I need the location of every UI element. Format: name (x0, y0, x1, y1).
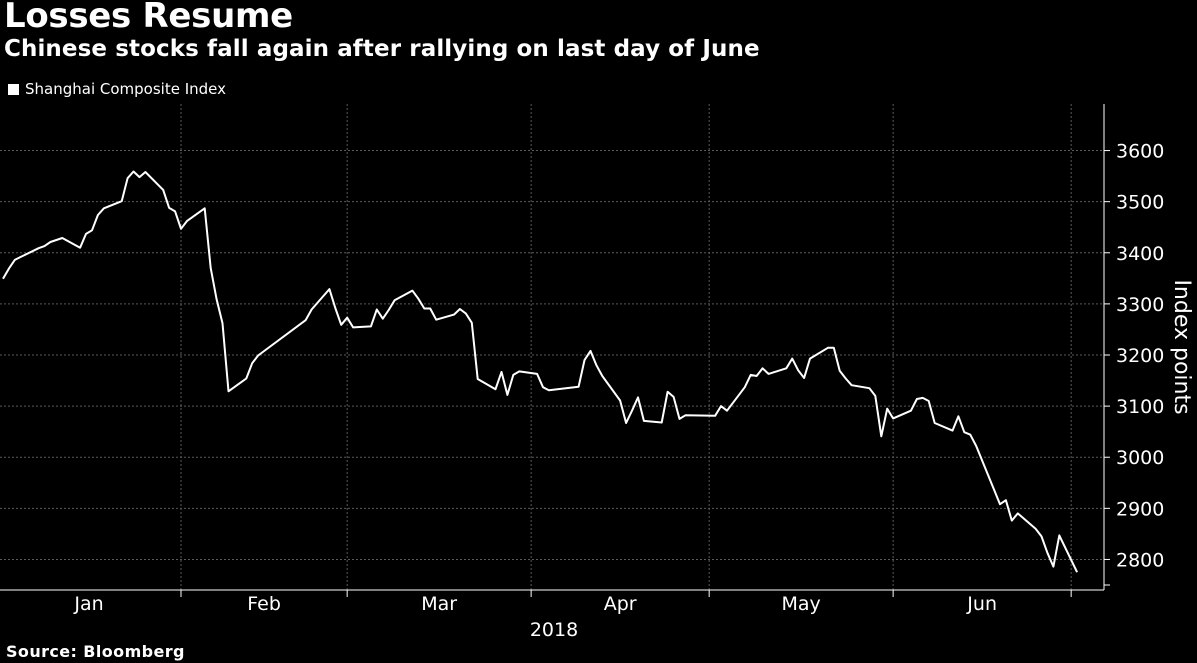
y-tick-label: 3600 (1116, 141, 1164, 163)
y-tick-label: 3500 (1116, 192, 1164, 214)
x-tick-label-feb: Feb (247, 593, 281, 615)
x-tick-label-mar: Mar (421, 593, 457, 615)
legend-label: Shanghai Composite Index (25, 80, 226, 98)
y-tick-label: 2900 (1116, 498, 1164, 520)
legend: Shanghai Composite Index (8, 79, 226, 99)
y-tick-label: 3100 (1116, 396, 1164, 418)
y-axis-label: Index points (1169, 279, 1194, 414)
series-line-shanghai-composite (2, 170, 1079, 573)
chart-title: Losses Resume (4, 0, 293, 36)
y-tick-label: 3200 (1116, 345, 1164, 367)
source-note: Source: Bloomberg (6, 642, 185, 661)
y-tick-label: 3300 (1116, 294, 1164, 316)
y-tick-label: 2800 (1116, 549, 1164, 571)
x-tick-label-jan: Jan (73, 593, 103, 615)
y-tick-label: 3400 (1116, 243, 1164, 265)
x-tick-label-apr: Apr (604, 593, 637, 615)
y-tick-label: 3000 (1116, 447, 1164, 469)
legend-swatch (8, 83, 19, 95)
x-tick-label-jun: Jun (966, 593, 997, 615)
chart-subtitle: Chinese stocks fall again after rallying… (4, 36, 760, 62)
x-tick-label-may: May (782, 593, 821, 615)
x-axis-label: 2018 (530, 619, 578, 641)
